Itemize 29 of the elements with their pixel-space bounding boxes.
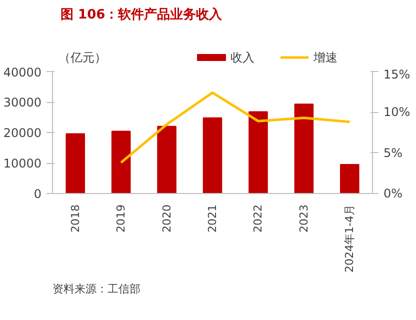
y-axis-title: （亿元） — [58, 50, 106, 64]
bar — [157, 126, 176, 194]
bar — [294, 104, 314, 194]
bar — [248, 111, 268, 194]
x-tick-label: 2020 — [160, 204, 174, 232]
y-tick-label: 0 — [34, 187, 42, 201]
bar — [202, 117, 222, 194]
x-tick-label: 2019 — [114, 204, 128, 232]
x-tick-label: 2024年1-4月 — [343, 204, 356, 272]
legend-label: 收入 — [230, 50, 254, 64]
line-series — [120, 91, 351, 164]
bar — [340, 164, 360, 194]
text: 资料来源：工信部 — [52, 282, 140, 296]
y2-tick-label: 5% — [384, 146, 403, 160]
bar — [66, 133, 85, 194]
bar — [111, 130, 131, 194]
legend-label: 增速 — [312, 50, 338, 64]
y2-tick-label: 10% — [384, 105, 410, 120]
y-tick-label: 40000 — [3, 66, 42, 80]
y-tick-label: 20000 — [3, 126, 42, 140]
y-tick-label: 30000 — [3, 96, 42, 110]
y2-tick-label: 0% — [384, 186, 403, 200]
x-tick-label: 2018 — [68, 204, 82, 232]
x-tick-label: 2022 — [252, 204, 265, 232]
y2-tick-label: 15% — [384, 68, 410, 82]
x-tick-label: 2021 — [206, 204, 219, 232]
y-tick-label: 10000 — [3, 156, 42, 170]
x-tick-label: 2023 — [297, 204, 310, 232]
chart-title: 图 106：软件产品业务收入 — [60, 6, 224, 22]
